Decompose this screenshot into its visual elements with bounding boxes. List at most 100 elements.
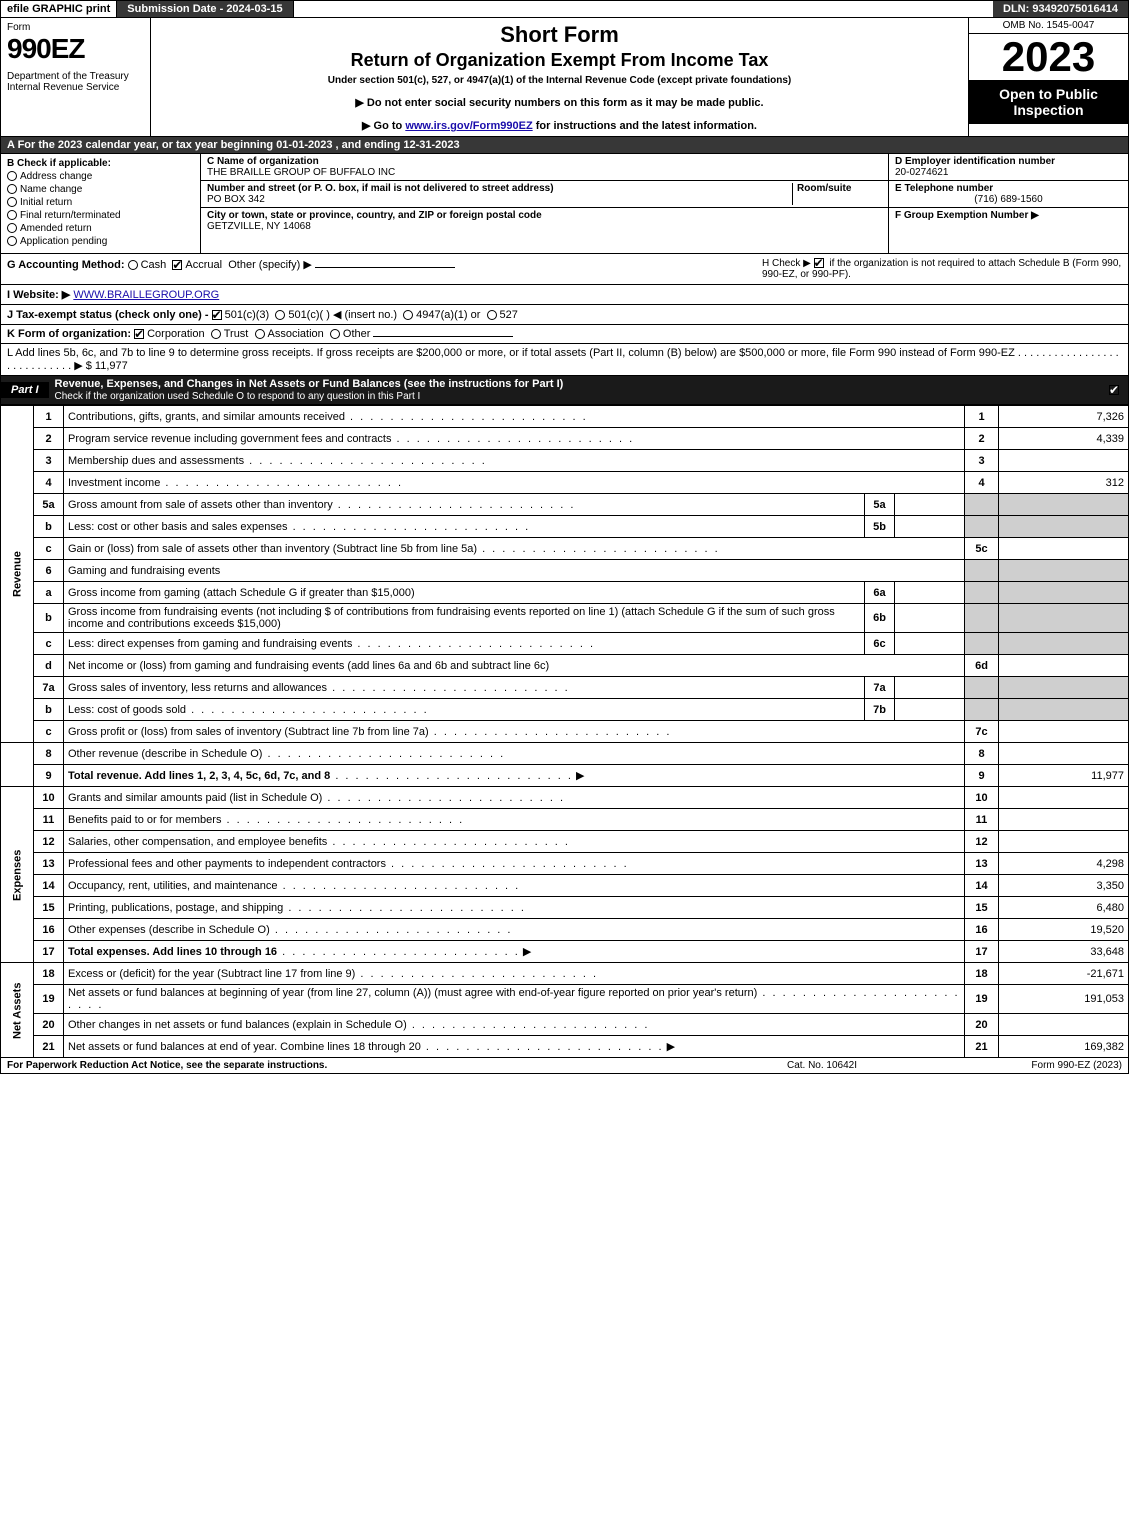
phone-value: (716) 689-1560 bbox=[895, 194, 1122, 205]
j-o2: 501(c)( ) ◀ (insert no.) bbox=[288, 309, 397, 321]
website-link[interactable]: WWW.BRAILLEGROUP.ORG bbox=[73, 289, 219, 301]
num-4: 4 bbox=[965, 472, 999, 494]
ln-19: 19 bbox=[34, 985, 64, 1014]
amt-1: 7,326 bbox=[999, 406, 1129, 428]
part1-check[interactable] bbox=[1103, 382, 1128, 398]
amt-12 bbox=[999, 831, 1129, 853]
amt-10 bbox=[999, 787, 1129, 809]
sub-5b: 5b bbox=[865, 516, 895, 538]
desc-10: Grants and similar amounts paid (list in… bbox=[64, 787, 965, 809]
amt-8 bbox=[999, 743, 1129, 765]
k-trust-radio[interactable] bbox=[211, 329, 221, 339]
efile-label[interactable]: efile GRAPHIC print bbox=[1, 1, 117, 17]
num-2: 2 bbox=[965, 428, 999, 450]
k-corp-check[interactable] bbox=[134, 329, 144, 339]
num-6d: 6d bbox=[965, 655, 999, 677]
col-def: D Employer identification number 20-0274… bbox=[888, 154, 1128, 253]
org-city: GETZVILLE, NY 14068 bbox=[207, 221, 882, 232]
num-20: 20 bbox=[965, 1014, 999, 1036]
room-label: Room/suite bbox=[797, 183, 882, 194]
ln-13: 13 bbox=[34, 853, 64, 875]
c-name-label: C Name of organization bbox=[207, 156, 882, 167]
k-o2: Trust bbox=[224, 328, 249, 340]
g-accrual-check[interactable] bbox=[172, 260, 182, 270]
b-opt-0-text: Address change bbox=[20, 171, 92, 182]
j-label: J Tax-exempt status (check only one) - bbox=[7, 309, 212, 321]
b-opt-initial[interactable]: Initial return bbox=[7, 197, 194, 208]
desc-6d: Net income or (loss) from gaming and fun… bbox=[64, 655, 965, 677]
b-opt-final[interactable]: Final return/terminated bbox=[7, 210, 194, 221]
ln-12: 12 bbox=[34, 831, 64, 853]
desc-7b: Less: cost of goods sold bbox=[64, 699, 865, 721]
c-name-cell: C Name of organization THE BRAILLE GROUP… bbox=[201, 154, 888, 181]
subamt-6a bbox=[895, 582, 965, 604]
amt-6d bbox=[999, 655, 1129, 677]
amt-14: 3,350 bbox=[999, 875, 1129, 897]
b-opt-pending[interactable]: Application pending bbox=[7, 236, 194, 247]
ln-17: 17 bbox=[34, 941, 64, 963]
e-label: E Telephone number bbox=[895, 183, 1122, 194]
num-10: 10 bbox=[965, 787, 999, 809]
part1-title: Revenue, Expenses, and Changes in Net As… bbox=[49, 376, 1103, 404]
num-7c: 7c bbox=[965, 721, 999, 743]
row-a: A For the 2023 calendar year, or tax yea… bbox=[0, 137, 1129, 154]
h-checkbox[interactable] bbox=[814, 258, 824, 268]
part1-bar: Part I Revenue, Expenses, and Changes in… bbox=[0, 376, 1129, 405]
amt-6c-grey bbox=[999, 633, 1129, 655]
amt-9: 11,977 bbox=[999, 765, 1129, 787]
num-1: 1 bbox=[965, 406, 999, 428]
desc-7a: Gross sales of inventory, less returns a… bbox=[64, 677, 865, 699]
amt-11 bbox=[999, 809, 1129, 831]
g-cash-text: Cash bbox=[141, 259, 167, 271]
num-3: 3 bbox=[965, 450, 999, 472]
num-7b-grey bbox=[965, 699, 999, 721]
form-word: Form bbox=[7, 22, 144, 33]
amt-6a-grey bbox=[999, 582, 1129, 604]
num-21: 21 bbox=[965, 1036, 999, 1058]
ln-18: 18 bbox=[34, 963, 64, 985]
g-label: G Accounting Method: bbox=[7, 259, 125, 271]
subamt-7b bbox=[895, 699, 965, 721]
ln-14: 14 bbox=[34, 875, 64, 897]
b-opt-amended[interactable]: Amended return bbox=[7, 223, 194, 234]
k-o4: Other bbox=[343, 328, 371, 340]
revenue-sidelabel: Revenue bbox=[1, 406, 34, 743]
amt-16: 19,520 bbox=[999, 919, 1129, 941]
i-label: I Website: ▶ bbox=[7, 289, 70, 301]
col-b: B Check if applicable: Address change Na… bbox=[1, 154, 201, 253]
b-opt-name[interactable]: Name change bbox=[7, 184, 194, 195]
title-return: Return of Organization Exempt From Incom… bbox=[159, 50, 960, 71]
part1-sub: Check if the organization used Schedule … bbox=[55, 391, 421, 402]
subamt-5a bbox=[895, 494, 965, 516]
desc-19: Net assets or fund balances at beginning… bbox=[64, 985, 965, 1014]
j-501c-radio[interactable] bbox=[275, 310, 285, 320]
amt-3 bbox=[999, 450, 1129, 472]
header-mid: Short Form Return of Organization Exempt… bbox=[151, 18, 968, 136]
ln-5a: 5a bbox=[34, 494, 64, 516]
num-13: 13 bbox=[965, 853, 999, 875]
g-cash-radio[interactable] bbox=[128, 260, 138, 270]
note-goto: ▶ Go to www.irs.gov/Form990EZ for instru… bbox=[159, 119, 960, 132]
j-o3: 4947(a)(1) or bbox=[416, 309, 480, 321]
header-right: OMB No. 1545-0047 2023 Open to Public In… bbox=[968, 18, 1128, 136]
j-501c3-check[interactable] bbox=[212, 310, 222, 320]
k-assoc-radio[interactable] bbox=[255, 329, 265, 339]
num-5b-grey bbox=[965, 516, 999, 538]
b-opt-address[interactable]: Address change bbox=[7, 171, 194, 182]
g-accrual-text: Accrual bbox=[185, 259, 222, 271]
desc-14: Occupancy, rent, utilities, and maintena… bbox=[64, 875, 965, 897]
j-527-radio[interactable] bbox=[487, 310, 497, 320]
note2-pre: ▶ Go to bbox=[362, 120, 405, 132]
header-left: Form 990EZ Department of the Treasury In… bbox=[1, 18, 151, 136]
desc-2: Program service revenue including govern… bbox=[64, 428, 965, 450]
ln-11: 11 bbox=[34, 809, 64, 831]
k-label: K Form of organization: bbox=[7, 328, 131, 340]
f-cell: F Group Exemption Number ▶ bbox=[889, 208, 1128, 223]
ln-6d: d bbox=[34, 655, 64, 677]
k-other-radio[interactable] bbox=[330, 329, 340, 339]
footer-notice: For Paperwork Reduction Act Notice, see … bbox=[7, 1060, 722, 1071]
j-4947-radio[interactable] bbox=[403, 310, 413, 320]
irs-link[interactable]: www.irs.gov/Form990EZ bbox=[405, 120, 532, 132]
expenses-sidelabel: Expenses bbox=[1, 787, 34, 963]
netassets-sidelabel: Net Assets bbox=[1, 963, 34, 1058]
